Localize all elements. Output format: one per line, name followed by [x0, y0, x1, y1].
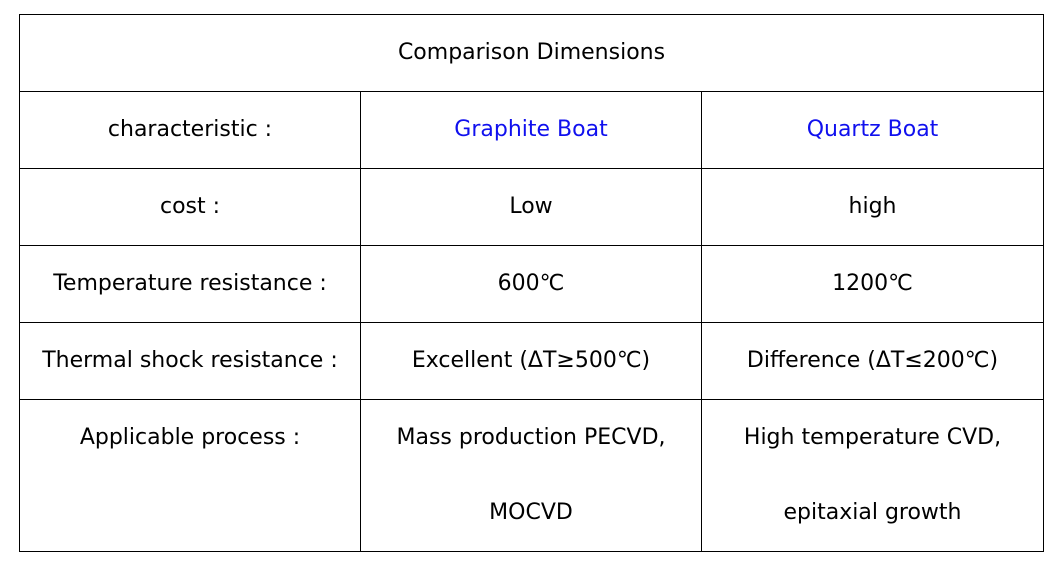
quartz-line-2: epitaxial growth — [783, 500, 962, 525]
graphite-line-1: Mass production PECVD, — [396, 425, 666, 450]
graphite-line-2: MOCVD — [489, 500, 573, 525]
row-label: cost : — [19, 168, 361, 246]
quartz-value: high — [701, 168, 1044, 246]
row-label: Applicable process : — [19, 399, 361, 552]
table-row: Thermal shock resistance : Excellent (ΔT… — [19, 322, 1044, 400]
graphite-value: 600℃ — [360, 245, 702, 323]
row-label: Thermal shock resistance : — [19, 322, 361, 400]
quartz-value: 1200℃ — [701, 245, 1044, 323]
table-row: cost : Low high — [19, 168, 1044, 246]
row-label: Temperature resistance : — [19, 245, 361, 323]
header-graphite-boat: Graphite Boat — [360, 91, 702, 169]
graphite-value: Excellent (ΔT≥500℃) — [360, 322, 702, 400]
table-row: Applicable process : Mass production PEC… — [19, 399, 1044, 552]
table-title: Comparison Dimensions — [19, 14, 1044, 92]
quartz-line-1: High temperature CVD, — [743, 425, 1002, 450]
header-row: characteristic : Graphite Boat Quartz Bo… — [19, 91, 1044, 169]
header-quartz-boat: Quartz Boat — [701, 91, 1044, 169]
graphite-value: Mass production PECVD, MOCVD — [360, 399, 702, 552]
header-characteristic: characteristic : — [19, 91, 361, 169]
graphite-value: Low — [360, 168, 702, 246]
quartz-value: Difference (ΔT≤200℃) — [701, 322, 1044, 400]
table-row: Temperature resistance : 600℃ 1200℃ — [19, 245, 1044, 323]
title-row: Comparison Dimensions — [19, 14, 1044, 92]
comparison-table: Comparison Dimensions characteristic : G… — [19, 14, 1044, 552]
quartz-value: High temperature CVD, epitaxial growth — [701, 399, 1044, 552]
